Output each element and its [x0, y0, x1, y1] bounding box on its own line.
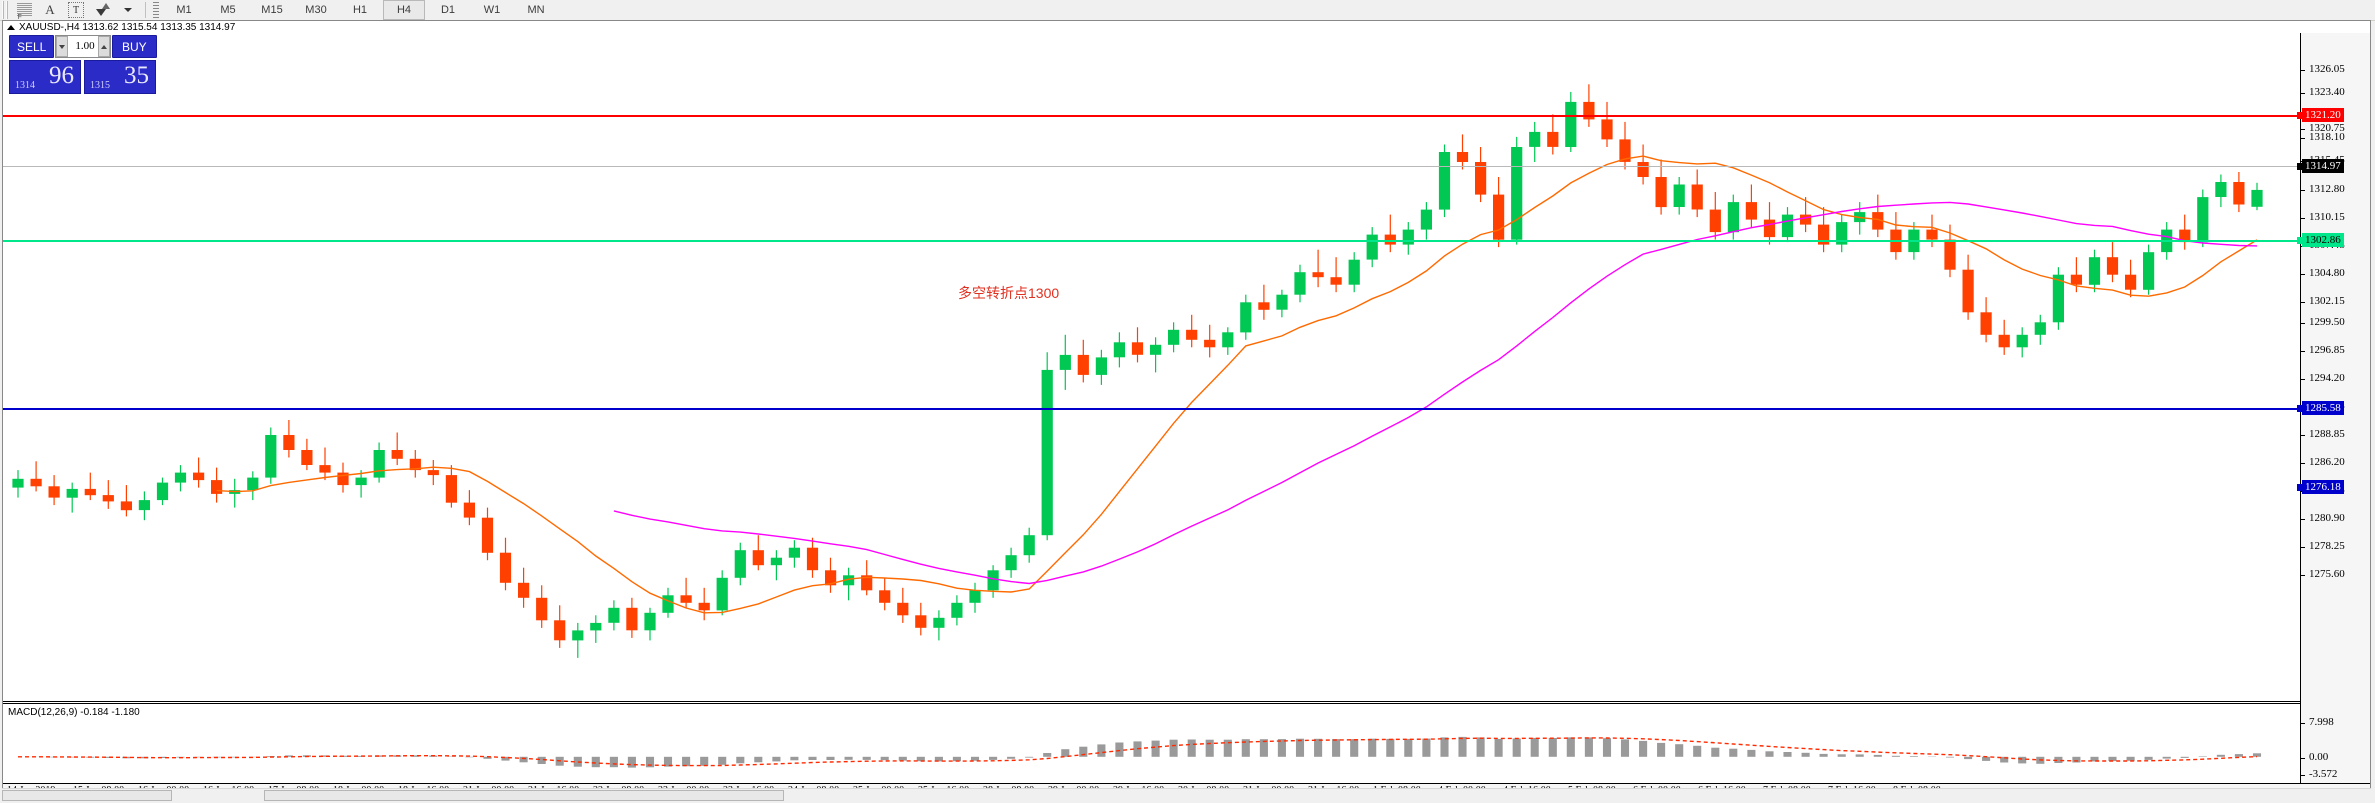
volume-value[interactable]: 1.00 — [75, 40, 95, 52]
text-object-icon[interactable]: T — [64, 0, 88, 20]
candlestick-series — [12, 84, 2263, 658]
support-level-label[interactable]: 1302.86 — [2302, 233, 2344, 247]
timeframe-d1[interactable]: D1 — [440, 4, 456, 16]
symbol-info-bar: XAUUSD-,H4 1313.62 1315.54 1313.35 1314.… — [3, 21, 235, 34]
one-click-trading-panel: SELL 1.00 BUY 1314 96 1315 35 — [9, 35, 157, 97]
text-label-icon[interactable]: A — [45, 2, 55, 17]
support-level-label-marker — [2297, 237, 2304, 244]
price-plot[interactable]: 多空转折点1300 — [3, 33, 2300, 703]
pane-separator-top — [3, 701, 2300, 702]
resistance-line[interactable] — [3, 115, 2300, 117]
lower-level-label[interactable]: 1276.18 — [2302, 480, 2344, 494]
macd-series — [18, 736, 2262, 768]
ask-price-whole: 1315 — [90, 80, 110, 91]
volume-stepper[interactable]: 1.00 — [55, 35, 111, 58]
timeframe-m1[interactable]: M1 — [176, 4, 192, 16]
timeframe-m5[interactable]: M5 — [220, 4, 236, 16]
objects-icon[interactable] — [90, 0, 114, 20]
timeframe-m15[interactable]: M15 — [261, 4, 283, 16]
ask-price-box[interactable]: 1315 35 — [84, 60, 156, 94]
collapse-arrow-icon[interactable] — [7, 24, 15, 30]
macd-pane[interactable]: MACD(12,26,9) -0.184 -1.180 — [3, 705, 2300, 783]
bid-price-frac: 96 — [49, 62, 74, 89]
bid-price-box[interactable]: 1314 96 — [9, 60, 81, 94]
chart-annotation[interactable]: 多空转折点1300 — [958, 285, 1060, 301]
ask-price-frac: 35 — [124, 62, 149, 89]
scrollbar-thumb-2[interactable] — [264, 790, 784, 801]
main-toolbar: A T M1 M5 M15 M30 H1 H4 D1 W1 MN — [0, 0, 2375, 21]
bid-price-whole: 1314 — [15, 80, 35, 91]
macd-label: MACD(12,26,9) -0.184 -1.180 — [8, 707, 140, 718]
current-price-label-marker — [2297, 163, 2304, 170]
bid-level-label[interactable]: 1285.58 — [2302, 401, 2344, 415]
timeframe-h4[interactable]: H4 — [383, 0, 425, 20]
crosshair-icon[interactable] — [12, 0, 36, 21]
pivot-line[interactable] — [3, 240, 2300, 242]
timeframe-m30[interactable]: M30 — [305, 4, 327, 16]
toolbar-divider — [145, 2, 146, 18]
lower-level-label-marker — [2297, 484, 2304, 491]
timeframe-toolbar-grip[interactable] — [153, 2, 159, 18]
resistance-level-label[interactable]: 1321.20 — [2302, 108, 2344, 122]
volume-decrement-icon[interactable] — [56, 36, 69, 57]
sell-button[interactable]: SELL — [9, 35, 55, 58]
pane-separator — [3, 703, 2300, 704]
support-line[interactable] — [3, 408, 2300, 410]
bid-level-label-marker — [2297, 405, 2304, 412]
current-price-gridline — [3, 166, 2300, 167]
timeframe-mn[interactable]: MN — [527, 4, 545, 16]
objects-dropdown-icon[interactable] — [116, 0, 140, 20]
buy-button[interactable]: BUY — [111, 35, 157, 58]
price-scale[interactable]: 1326.051323.401320.751318.101315.451312.… — [2297, 33, 2370, 783]
horizontal-scrollbar[interactable] — [2, 788, 2371, 803]
scrollbar-thumb-1[interactable] — [2, 790, 172, 801]
chart-canvas-area[interactable]: 多空转折点1300 MACD(12,26,9) -0.184 -1.180 13… — [3, 33, 2370, 800]
timeframe-h1[interactable]: H1 — [352, 4, 368, 16]
resistance-level-label-marker — [2297, 112, 2304, 119]
current-price-label[interactable]: 1314.97 — [2302, 159, 2344, 173]
volume-increment-icon[interactable] — [97, 36, 110, 57]
toolbar-grip[interactable] — [2, 1, 9, 19]
timeframe-w1[interactable]: W1 — [483, 4, 501, 16]
chart-window: XAUUSD-,H4 1313.62 1315.54 1313.35 1314.… — [2, 20, 2371, 801]
symbol-ohlc-text: XAUUSD-,H4 1313.62 1315.54 1313.35 1314.… — [19, 22, 236, 33]
